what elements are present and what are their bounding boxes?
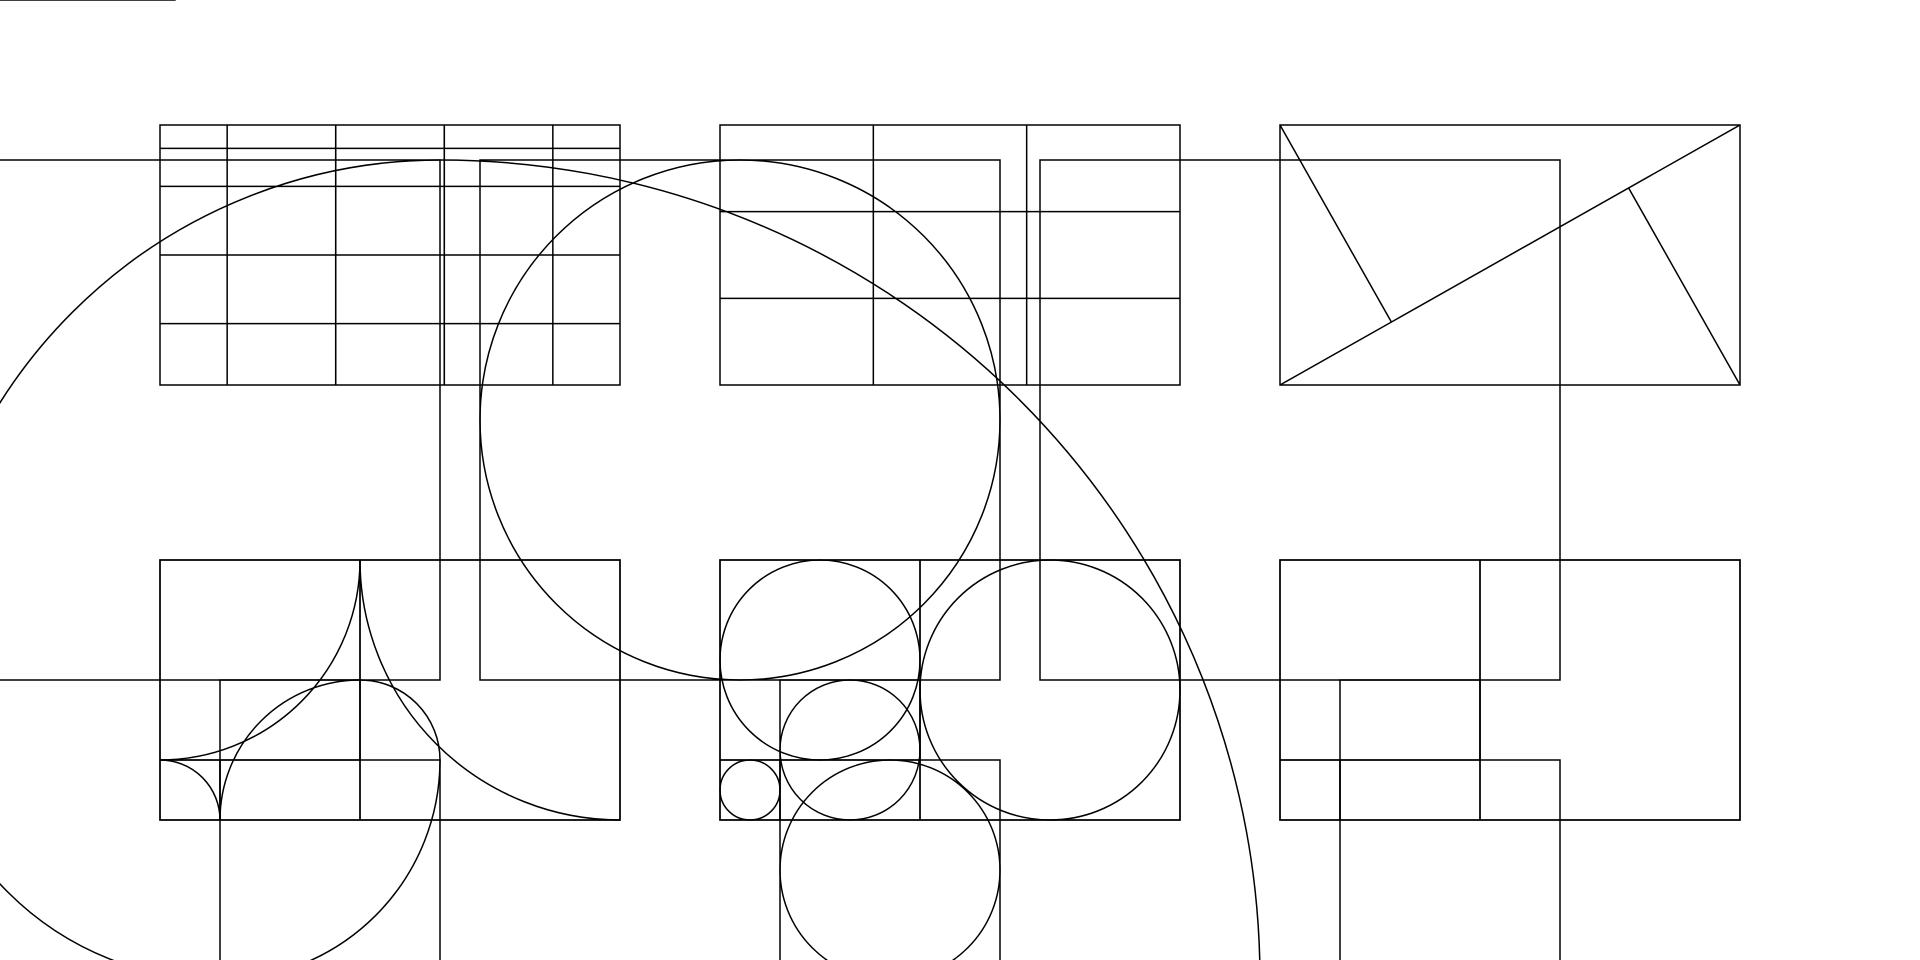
golden-triangle (1280, 125, 1740, 385)
phi-grid (160, 125, 620, 385)
